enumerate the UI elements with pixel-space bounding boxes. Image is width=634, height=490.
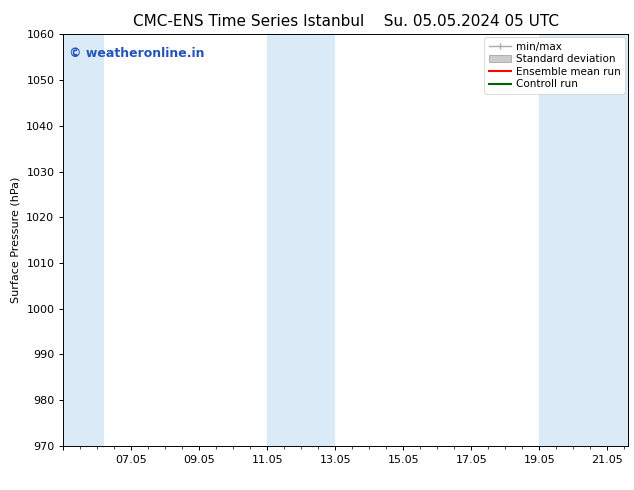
Y-axis label: Surface Pressure (hPa): Surface Pressure (hPa) (11, 177, 21, 303)
Legend: min/max, Standard deviation, Ensemble mean run, Controll run: min/max, Standard deviation, Ensemble me… (484, 37, 624, 94)
Bar (540, 34, 628, 446)
Title: CMC-ENS Time Series Istanbul    Su. 05.05.2024 05 UTC: CMC-ENS Time Series Istanbul Su. 05.05.2… (133, 14, 559, 29)
Bar (63, 34, 104, 446)
Bar (268, 34, 335, 446)
Text: © weatheronline.in: © weatheronline.in (69, 47, 205, 60)
